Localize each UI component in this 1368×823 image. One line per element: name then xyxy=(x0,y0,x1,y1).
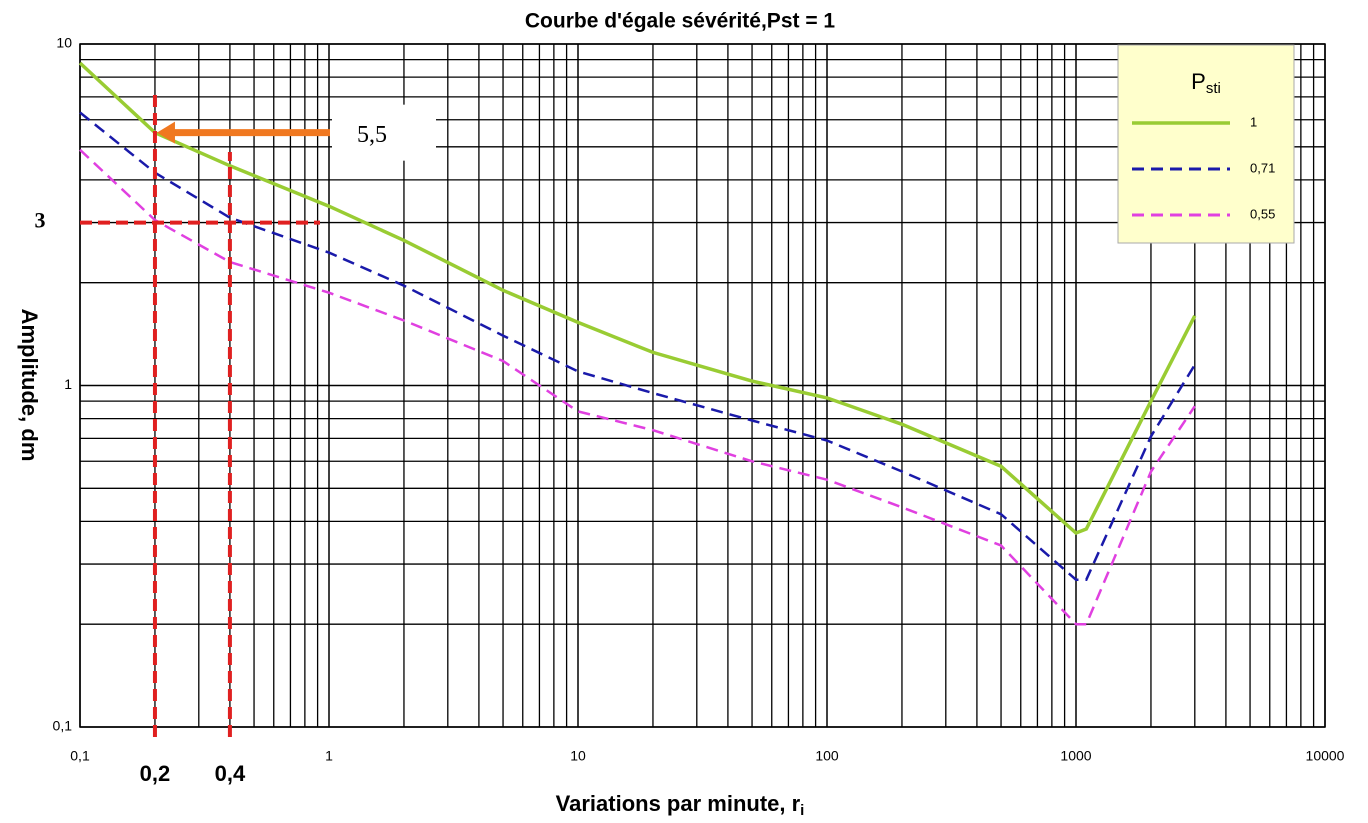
x-axis-label: Variations par minute, ri xyxy=(556,791,805,819)
x-tick-label: 100 xyxy=(815,748,839,764)
series-line xyxy=(79,148,1196,626)
annotation: 0,2 xyxy=(140,761,171,786)
y-axis-label: Amplitude, dm xyxy=(17,309,42,462)
chart-title: Courbe d'égale sévérité,Pst = 1 xyxy=(525,10,836,33)
legend-title-main: P xyxy=(1191,69,1206,94)
arrow-head xyxy=(156,121,175,144)
legend-title-sub: sti xyxy=(1206,80,1221,97)
legend-title: Psti xyxy=(1191,69,1221,97)
annotation: 3 xyxy=(35,208,46,233)
x-tick-label: 1000 xyxy=(1060,748,1091,764)
annotation: 5,5 xyxy=(357,122,387,148)
y-tick-label: 1 xyxy=(64,376,72,392)
legend-label: 0,71 xyxy=(1250,160,1275,175)
x-tick-label: 10 xyxy=(570,748,586,764)
legend-box xyxy=(1117,44,1295,244)
legend-label: 1 xyxy=(1250,114,1257,129)
x-axis-label-sub: i xyxy=(800,802,804,819)
annotation: 0,4 xyxy=(215,761,246,786)
x-tick-label: 0,1 xyxy=(70,748,90,764)
series-line xyxy=(78,61,1197,536)
plot-frame xyxy=(79,43,1326,728)
x-tick-label: 10000 xyxy=(1306,748,1345,764)
y-tick-label: 10 xyxy=(56,35,72,51)
x-axis-label-main: Variations par minute, r xyxy=(556,791,801,816)
series-line xyxy=(79,111,1196,581)
y-tick-label: 0,1 xyxy=(53,718,73,734)
legend-label: 0,55 xyxy=(1250,206,1275,221)
x-tick-label: 1 xyxy=(325,748,333,764)
annotation-box xyxy=(332,104,436,161)
